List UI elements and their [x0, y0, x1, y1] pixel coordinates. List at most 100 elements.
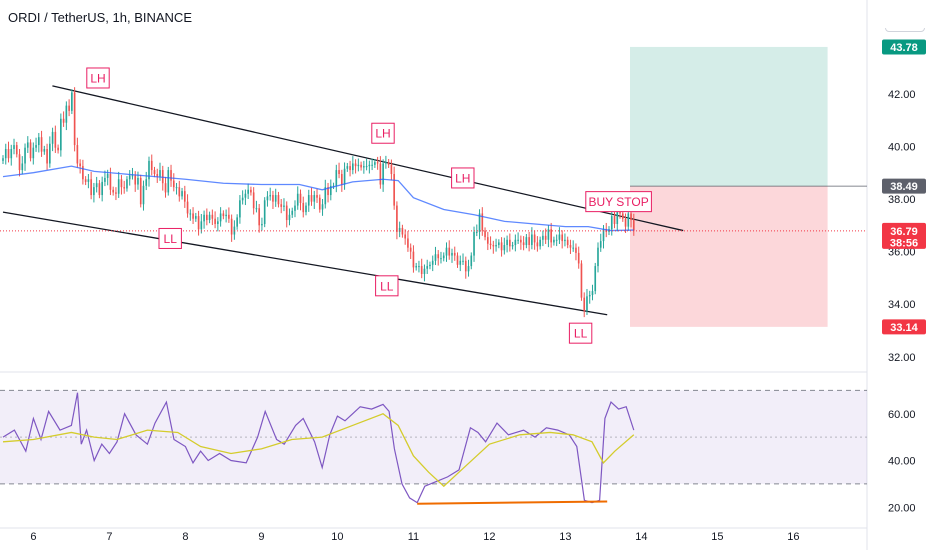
candle [495, 245, 497, 247]
channel-lower-line [2, 211, 608, 316]
candle [431, 260, 434, 265]
candle [219, 213, 222, 222]
pattern-label-box [371, 122, 395, 144]
candle [277, 195, 280, 205]
candle [448, 247, 451, 256]
candle [467, 266, 470, 272]
candle [371, 164, 373, 166]
pattern-label: LH [371, 122, 395, 144]
candle [272, 195, 274, 202]
candle [283, 205, 285, 207]
candle [555, 239, 558, 241]
candle [318, 197, 321, 210]
candle [57, 147, 59, 151]
candle [588, 295, 591, 297]
candle [21, 163, 24, 171]
price-badge-value: 43.78 [890, 42, 918, 54]
candle [37, 137, 40, 146]
time-tick-label: 8 [182, 531, 188, 543]
candle [24, 147, 26, 164]
candle [542, 235, 544, 240]
candle [82, 166, 84, 180]
candle [418, 266, 420, 268]
candle [164, 183, 167, 193]
candle [426, 266, 429, 269]
candle [338, 170, 340, 175]
candle [131, 175, 134, 177]
candle [597, 247, 599, 267]
candle [346, 166, 349, 169]
candle [120, 179, 123, 188]
candle [123, 187, 126, 189]
candle [175, 187, 178, 189]
candle [261, 223, 263, 226]
candle [13, 145, 15, 150]
price-tick-label: 34.00 [888, 299, 916, 311]
rsi-tick-label: 40.00 [888, 456, 916, 468]
candle [76, 145, 79, 164]
candle [46, 149, 48, 164]
pattern-label-text: BUY STOP [588, 195, 648, 209]
candle [252, 192, 255, 209]
candle [613, 216, 616, 224]
candle [453, 252, 456, 256]
time-tick-label: 10 [331, 531, 343, 543]
candle [632, 220, 635, 231]
candle [109, 174, 112, 190]
candle [591, 291, 594, 296]
pattern-label: BUY STOP [585, 191, 652, 213]
candle [630, 213, 632, 221]
candle [269, 195, 272, 197]
candle [60, 118, 62, 151]
candle [497, 242, 500, 246]
candle [528, 237, 530, 246]
candle [462, 260, 464, 262]
candle [217, 221, 219, 224]
candle [101, 181, 103, 196]
candle [150, 160, 153, 171]
candle [503, 245, 506, 251]
candle [299, 193, 302, 203]
time-tick-label: 14 [635, 531, 647, 543]
candle [68, 105, 70, 111]
candle [382, 163, 384, 185]
candle [189, 213, 192, 215]
candle [445, 247, 448, 256]
candle [159, 170, 161, 177]
time-tick-label: 16 [787, 531, 799, 543]
time-tick-label: 11 [408, 531, 419, 543]
candle [93, 187, 95, 196]
candle [65, 105, 68, 123]
candle [324, 187, 327, 205]
candle [500, 242, 503, 251]
candle [396, 205, 398, 232]
candle [225, 214, 227, 217]
candle [211, 214, 214, 219]
candle [442, 255, 445, 259]
candle [117, 179, 120, 194]
candle [263, 200, 266, 224]
pattern-label: LL [375, 275, 399, 297]
candle [288, 214, 291, 221]
candle [583, 297, 586, 311]
candle [393, 174, 395, 206]
time-tick-label: 12 [483, 531, 495, 543]
pattern-label: LH [86, 67, 110, 89]
candle [230, 218, 233, 235]
candle [181, 191, 183, 197]
candle [520, 239, 522, 243]
candle [580, 263, 583, 298]
candle [429, 264, 431, 267]
candle [335, 170, 338, 186]
candle [186, 201, 189, 214]
candle [420, 266, 423, 274]
candle [35, 145, 37, 148]
price-badge [882, 222, 926, 249]
candle [547, 229, 550, 240]
candle [390, 164, 393, 175]
candle [71, 92, 73, 111]
price-badge [882, 39, 926, 55]
candle [385, 162, 387, 164]
